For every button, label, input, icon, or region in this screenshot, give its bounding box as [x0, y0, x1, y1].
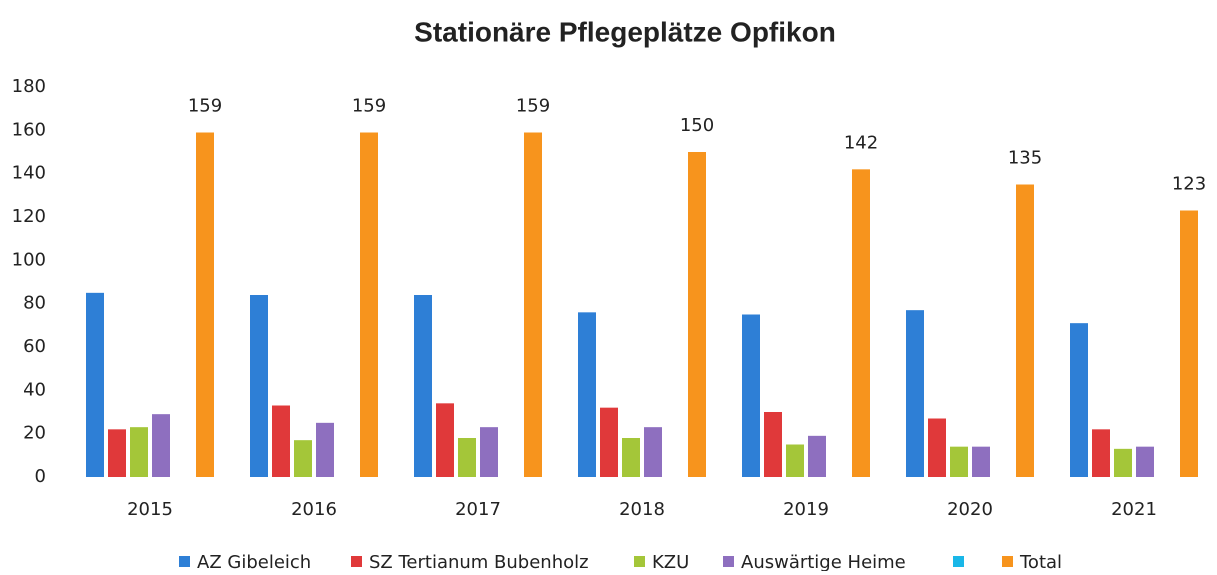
chart-title: Stationäre Pflegeplätze Opfikon [414, 16, 836, 47]
bar [578, 312, 596, 477]
x-tick-label: 2017 [455, 499, 501, 520]
bar [152, 414, 170, 477]
data-label: 135 [1008, 148, 1042, 169]
x-tick-label: 2015 [127, 499, 173, 520]
legend-label: SZ Tertianum Bubenholz [369, 552, 589, 571]
legend-label: Total [1019, 552, 1062, 571]
legend-label: AZ Gibeleich [197, 552, 311, 571]
bar [622, 438, 640, 477]
data-label: 142 [844, 132, 878, 153]
bar [360, 132, 378, 477]
y-tick-label: 180 [12, 76, 46, 97]
bar [786, 444, 804, 477]
y-tick-label: 20 [23, 423, 46, 444]
y-tick-label: 120 [12, 206, 46, 227]
y-tick-label: 40 [23, 379, 46, 400]
legend-marker [723, 556, 734, 567]
bar [316, 422, 334, 477]
bar [1016, 184, 1034, 477]
bar [808, 435, 826, 477]
y-tick-label: 160 [12, 119, 46, 140]
bar [1114, 448, 1132, 477]
legend-marker [634, 556, 645, 567]
bar [852, 169, 870, 478]
x-tick-label: 2016 [291, 499, 337, 520]
y-tick-label: 100 [12, 249, 46, 270]
data-label: 150 [680, 115, 714, 136]
bar [950, 446, 968, 477]
data-label: 123 [1172, 174, 1206, 195]
bar [742, 314, 760, 477]
legend-label: Auswärtige Heime [741, 552, 906, 571]
bar [86, 292, 104, 477]
legend-marker [953, 556, 964, 567]
bar [1070, 323, 1088, 477]
bar [130, 427, 148, 477]
y-tick-label: 140 [12, 163, 46, 184]
x-tick-label: 2020 [947, 499, 993, 520]
bar [436, 403, 454, 477]
bar [524, 132, 542, 477]
bar [272, 405, 290, 477]
legend-marker [1002, 556, 1013, 567]
y-tick-label: 80 [23, 293, 46, 314]
bar [458, 438, 476, 477]
bar [906, 310, 924, 477]
bar [250, 295, 268, 477]
bar [972, 446, 990, 477]
data-label: 159 [188, 96, 222, 117]
bar [414, 295, 432, 477]
y-tick-label: 60 [23, 336, 46, 357]
bar [294, 440, 312, 477]
bar [764, 412, 782, 477]
data-label: 159 [516, 96, 550, 117]
legend-marker [351, 556, 362, 567]
x-tick-label: 2019 [783, 499, 829, 520]
y-tick-label: 0 [35, 466, 46, 487]
x-tick-label: 2021 [1111, 499, 1157, 520]
bar [644, 427, 662, 477]
data-label: 159 [352, 96, 386, 117]
bar [196, 132, 214, 477]
bar [480, 427, 498, 477]
bar [1180, 210, 1198, 477]
legend-label: KZU [652, 552, 689, 571]
x-tick-label: 2018 [619, 499, 665, 520]
bar [108, 429, 126, 477]
bar [600, 407, 618, 477]
bar [688, 152, 706, 477]
legend-marker [179, 556, 190, 567]
bar [1136, 446, 1154, 477]
bar [1092, 429, 1110, 477]
bar [928, 418, 946, 477]
